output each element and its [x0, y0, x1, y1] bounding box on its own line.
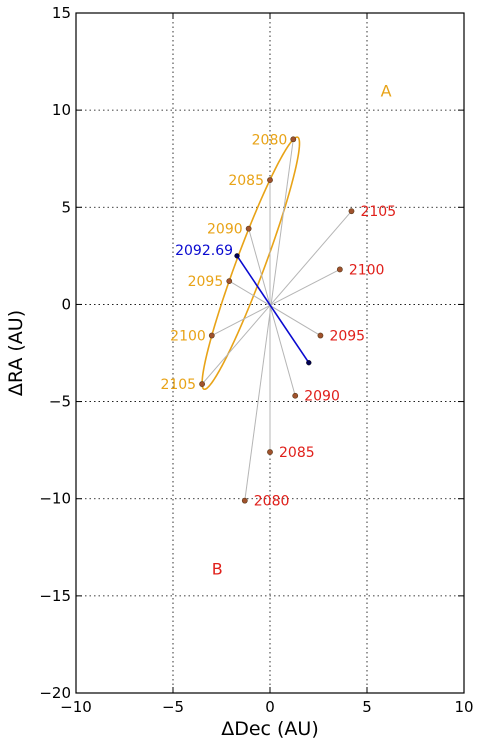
y-tick-label: 5 [61, 198, 71, 216]
epoch-label-B: 2100 [349, 262, 385, 278]
epoch-point-A [290, 136, 297, 143]
y-tick-label: −20 [39, 684, 71, 702]
epoch-spoke [248, 228, 296, 396]
epoch-label-A: 2090 [207, 222, 243, 238]
y-axis-label: ΔRA (AU) [5, 310, 27, 396]
epoch-label-A: 2100 [170, 329, 206, 345]
highlight-label: 2092.69 [175, 243, 233, 259]
x-axis-label: ΔDec (AU) [221, 718, 319, 740]
highlight-connector [236, 255, 310, 364]
epoch-point-A [208, 332, 215, 339]
highlight-point [306, 360, 312, 366]
component-label-A: A [381, 82, 392, 101]
epoch-point-B [241, 497, 248, 504]
epoch-label-A: 2105 [160, 377, 196, 393]
axis-ticks: −10 −5 0 5 10 −20 −15 −10 −5 0 5 10 15 [39, 4, 473, 716]
x-tick-label: 10 [454, 698, 473, 716]
x-tick-label: 5 [362, 698, 372, 716]
y-tick-label: −10 [39, 490, 71, 508]
highlight-point [234, 253, 240, 259]
component-label-B: B [212, 560, 223, 579]
highlight-line [236, 255, 310, 364]
y-tick-label: 15 [52, 4, 71, 22]
orbit-ellipses [201, 136, 301, 391]
epoch-point-B [317, 332, 324, 339]
y-tick-label: 10 [52, 101, 71, 119]
epoch-spoke [244, 139, 294, 501]
x-tick-label: −10 [60, 698, 92, 716]
y-tick-label: −5 [49, 393, 71, 411]
epoch-point-B [348, 208, 355, 215]
x-tick-label: 0 [265, 698, 275, 716]
epoch-spoke [211, 269, 341, 336]
epoch-point-A [267, 177, 273, 183]
epoch-label-A: 2080 [252, 132, 288, 148]
x-tick-label: −5 [162, 698, 184, 716]
spokes [201, 139, 352, 501]
orbit-ellipse-A [201, 136, 301, 391]
y-tick-label: −15 [39, 587, 71, 605]
epoch-label-B: 2105 [360, 204, 396, 220]
epoch-label-B: 2095 [329, 329, 365, 345]
epoch-point-A [226, 278, 233, 285]
epoch-point-B [336, 266, 343, 273]
epoch-label-A: 2095 [188, 274, 224, 290]
epoch-label-B: 2085 [279, 445, 315, 461]
epoch-point-B [292, 392, 299, 399]
epoch-label-B: 2090 [304, 389, 340, 405]
y-tick-label: 0 [61, 295, 71, 313]
orbit-points [199, 136, 355, 504]
epoch-spoke [229, 280, 321, 336]
epoch-spoke [201, 210, 352, 385]
epoch-point-B [267, 449, 273, 455]
epoch-point-A [245, 225, 252, 232]
epoch-label-A: 2085 [228, 173, 264, 189]
point-labels: 2080 2085 2090 2095 2100 2105 A 2080 2085 2090 209… [160, 82, 396, 579]
epoch-point-A [199, 381, 205, 387]
epoch-label-B: 2080 [254, 494, 290, 510]
